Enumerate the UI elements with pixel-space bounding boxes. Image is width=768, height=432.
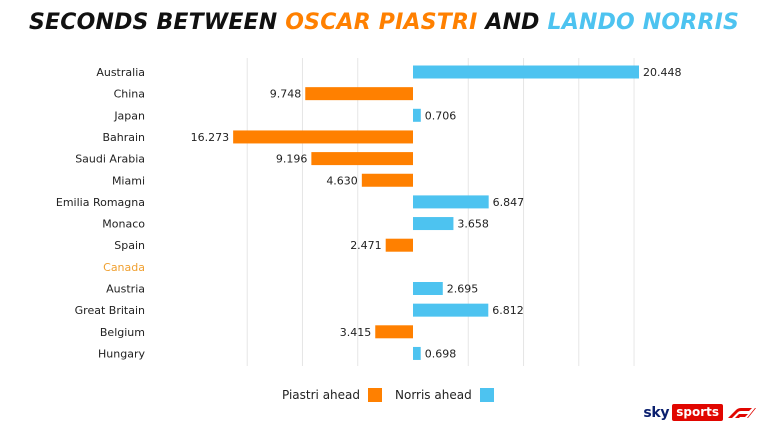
legend-piastri: Piastri ahead bbox=[282, 388, 383, 402]
bar bbox=[413, 108, 421, 122]
category-label: Belgium bbox=[100, 326, 145, 339]
category-label: Great Britain bbox=[75, 304, 145, 317]
data-label: 2.695 bbox=[447, 283, 479, 296]
legend-piastri-label: Piastri ahead bbox=[282, 388, 361, 402]
data-label: 6.812 bbox=[492, 304, 524, 317]
data-label: 2.471 bbox=[350, 239, 382, 252]
category-label: China bbox=[114, 88, 145, 101]
legend-norris: Norris ahead bbox=[395, 388, 494, 402]
sports-logo-text: sports bbox=[672, 404, 723, 421]
bar bbox=[413, 65, 639, 79]
data-label: 0.706 bbox=[425, 109, 457, 122]
data-label: 20.448 bbox=[643, 66, 682, 79]
category-label: Bahrain bbox=[102, 131, 145, 144]
legend-norris-swatch bbox=[479, 388, 494, 402]
legend-piastri-swatch bbox=[368, 388, 383, 402]
category-label: Emilia Romagna bbox=[56, 196, 145, 209]
data-label: 9.196 bbox=[276, 153, 308, 166]
data-label: 9.748 bbox=[270, 88, 302, 101]
bar bbox=[385, 238, 413, 252]
category-label: Monaco bbox=[102, 218, 145, 231]
category-label: Miami bbox=[112, 174, 145, 187]
bar bbox=[413, 217, 454, 231]
category-label: Hungary bbox=[98, 347, 145, 360]
title-part-piastri: OSCAR PIASTRI bbox=[285, 10, 478, 35]
data-label: 4.630 bbox=[326, 174, 358, 187]
title-part-and: AND bbox=[477, 10, 548, 35]
bar bbox=[375, 325, 413, 339]
data-label: 3.658 bbox=[457, 218, 489, 231]
bar bbox=[413, 346, 421, 360]
data-label: 6.847 bbox=[493, 196, 525, 209]
category-label: Saudi Arabia bbox=[75, 153, 145, 166]
category-label: Canada bbox=[103, 261, 145, 274]
sky-logo-text: sky bbox=[643, 404, 670, 421]
bar bbox=[361, 173, 413, 187]
bar bbox=[413, 282, 443, 295]
bar bbox=[413, 303, 489, 317]
sky-sports-f1-logo: sky sports bbox=[643, 404, 756, 421]
category-label: Spain bbox=[114, 239, 145, 252]
category-label: Austria bbox=[106, 283, 145, 296]
data-label: 16.273 bbox=[191, 131, 230, 144]
bar bbox=[305, 87, 413, 101]
category-label: Japan bbox=[113, 109, 145, 122]
f1-logo-icon bbox=[728, 407, 756, 418]
bar bbox=[233, 130, 413, 144]
bar bbox=[413, 195, 489, 209]
title-part-norris: LANDO NORRIS bbox=[547, 10, 740, 35]
title-part-seconds-between: SECONDS BETWEEN bbox=[28, 10, 286, 35]
data-label: 3.415 bbox=[340, 326, 372, 339]
legend-norris-label: Norris ahead bbox=[395, 388, 472, 402]
chart-title: SECONDS BETWEEN OSCAR PIASTRI AND LANDO … bbox=[0, 10, 768, 35]
category-label: Australia bbox=[96, 66, 145, 79]
data-label: 0.698 bbox=[425, 347, 457, 360]
bar bbox=[311, 152, 413, 166]
